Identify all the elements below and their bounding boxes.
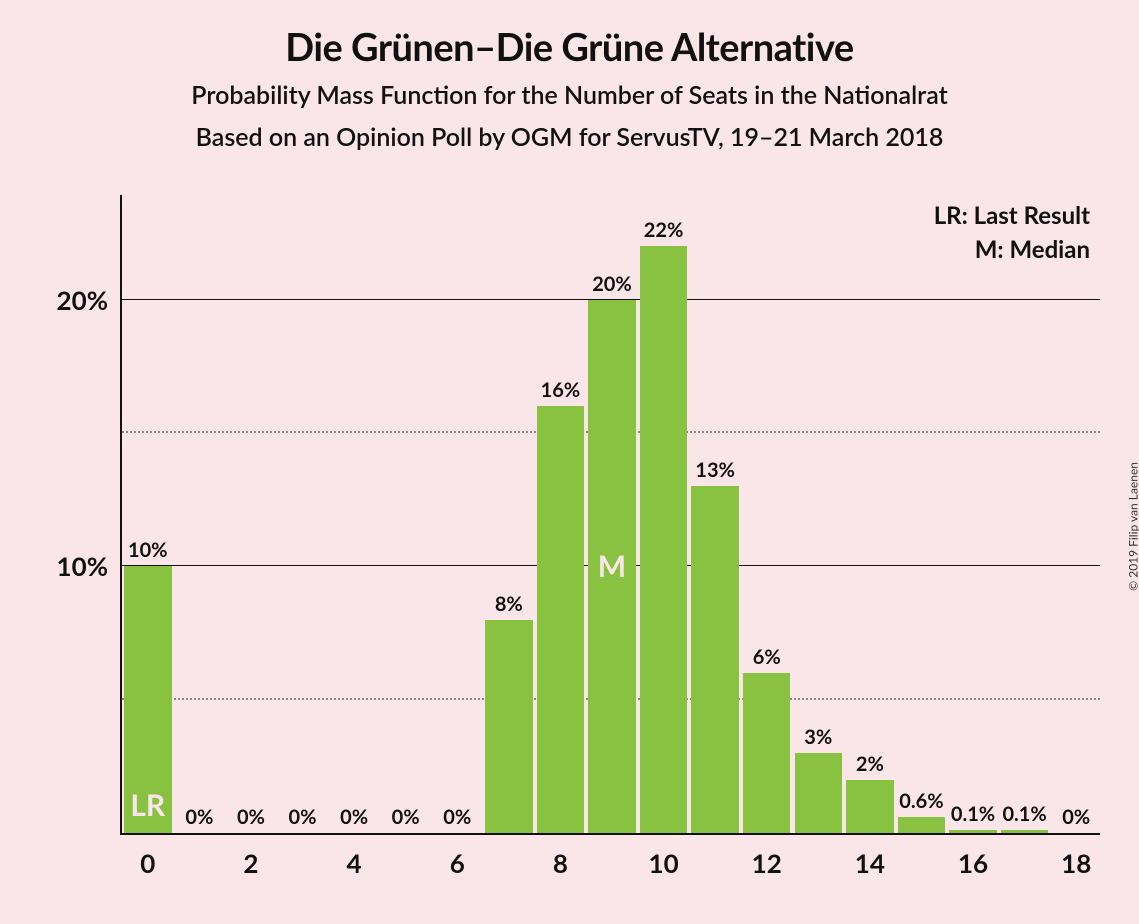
bar-value-label: 8% xyxy=(495,592,523,616)
bar-value-label: 20% xyxy=(592,272,632,296)
chart-container: LR: Last Result M: Median 10% 20% 0 2 4 6 8 10 1… xyxy=(30,195,1110,895)
legend-m: M: Median xyxy=(975,235,1090,264)
chart-title: Die Grünen–Die Grüne Alternative xyxy=(0,0,1139,70)
bar-value-label: 0.1% xyxy=(1002,802,1046,826)
x-axis-tick-label: 16 xyxy=(958,847,988,879)
bar-value-label: 6% xyxy=(753,645,781,669)
bar-annotation: M xyxy=(598,548,626,584)
x-axis-tick-label: 14 xyxy=(855,847,885,879)
x-axis-tick-label: 8 xyxy=(553,847,568,879)
bar-value-label: 0% xyxy=(289,805,317,829)
bar: 0.6% xyxy=(898,817,945,833)
legend-lr: LR: Last Result xyxy=(934,201,1090,230)
y-axis-tick-label: 10% xyxy=(57,550,108,582)
bar-value-label: 0.1% xyxy=(951,802,995,826)
chart-subtitle-1: Probability Mass Function for the Number… xyxy=(0,80,1139,110)
bar-value-label: 2% xyxy=(856,752,884,776)
bar: 3% xyxy=(795,753,842,833)
plot-area: LR: Last Result M: Median 10%20%02468101… xyxy=(120,195,1100,835)
bar: 20%M xyxy=(588,300,635,833)
chart-subtitle-2: Based on an Opinion Poll by OGM for Serv… xyxy=(0,122,1139,152)
bar-value-label: 16% xyxy=(541,378,581,402)
bar: 22% xyxy=(640,246,687,833)
bar: 0.1% xyxy=(949,830,996,833)
bar: 16% xyxy=(537,406,584,833)
copyright-text: © 2019 Filip van Laenen xyxy=(1126,462,1139,591)
x-axis-tick-label: 0 xyxy=(140,847,155,879)
x-axis-tick-label: 18 xyxy=(1061,847,1091,879)
bar: 10%LR xyxy=(124,566,171,833)
x-axis-tick-label: 6 xyxy=(450,847,465,879)
bar-value-label: 0.6% xyxy=(899,789,943,813)
bar: 13% xyxy=(691,486,738,833)
bar-value-label: 0% xyxy=(1062,805,1090,829)
bar: 6% xyxy=(743,673,790,833)
bar-value-label: 3% xyxy=(804,725,832,749)
bar-value-label: 0% xyxy=(185,805,213,829)
x-axis-tick-label: 4 xyxy=(347,847,362,879)
bar-annotation: LR xyxy=(130,787,165,823)
bar: 0.1% xyxy=(1001,830,1048,833)
bar-value-label: 22% xyxy=(644,218,684,242)
y-axis-tick-label: 20% xyxy=(57,284,108,316)
bar-value-label: 0% xyxy=(392,805,420,829)
bar-value-label: 0% xyxy=(237,805,265,829)
x-axis-tick-label: 2 xyxy=(243,847,258,879)
bar-value-label: 13% xyxy=(695,458,735,482)
x-axis-tick-label: 10 xyxy=(648,847,678,879)
bar: 8% xyxy=(485,620,532,833)
bar-value-label: 10% xyxy=(128,538,168,562)
bar-value-label: 0% xyxy=(443,805,471,829)
bar-value-label: 0% xyxy=(340,805,368,829)
bar: 2% xyxy=(846,780,893,833)
x-axis-tick-label: 12 xyxy=(752,847,782,879)
